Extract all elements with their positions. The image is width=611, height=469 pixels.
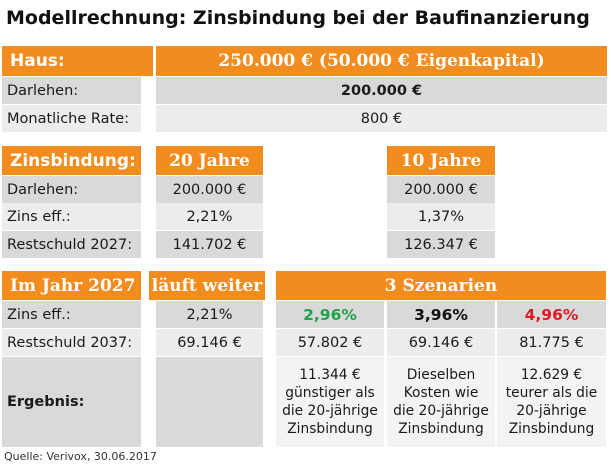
ergebnis-s2-line: Kosten wie bbox=[403, 385, 479, 401]
zb-rest-a: 141.702 € bbox=[156, 231, 263, 258]
y27-zins-s3: 4,96% bbox=[497, 301, 606, 328]
ergebnis-label: Ergebnis: bbox=[2, 357, 141, 447]
ergebnis-s3-line: 12.629 € bbox=[520, 367, 583, 383]
darlehen-value: 200.000 € bbox=[156, 77, 607, 104]
ergebnis-s2-line: die 20-jährige bbox=[393, 403, 489, 419]
col-10-jahre: 10 Jahre bbox=[387, 146, 495, 175]
y27-rest-s3: 81.775 € bbox=[497, 329, 606, 356]
ergebnis-s3-line: 20-jährige bbox=[516, 403, 587, 419]
ergebnis-s1-line: Zinsbindung bbox=[287, 421, 373, 437]
ergebnis-s1-line: die 20-jährige bbox=[282, 403, 378, 419]
y27-zins-s2: 3,96% bbox=[387, 301, 495, 328]
ergebnis-s2-line: Dieselben bbox=[406, 367, 476, 383]
zb-rest-label: Restschuld 2027: bbox=[2, 231, 141, 258]
col-3-szenarien: 3 Szenarien bbox=[276, 271, 606, 300]
ergebnis-s3: 12.629 € teurer als die 20-jährige Zinsb… bbox=[497, 357, 606, 447]
y27-zins-a: 2,21% bbox=[156, 301, 263, 328]
col-20-jahre: 20 Jahre bbox=[156, 146, 263, 175]
zb-darlehen-a: 200.000 € bbox=[156, 176, 263, 203]
zb-zins-a: 2,21% bbox=[156, 203, 263, 230]
y27-rest-label: Restschuld 2037: bbox=[2, 329, 141, 356]
jahr-2027-header: Im Jahr 2027 bbox=[2, 271, 141, 300]
ergebnis-s1: 11.344 € günstiger als die 20-jährige Zi… bbox=[276, 357, 384, 447]
y27-zins-label: Zins eff.: bbox=[2, 301, 141, 328]
ergebnis-s2-line: Zinsbindung bbox=[398, 421, 484, 437]
zb-darlehen-label: Darlehen: bbox=[2, 176, 141, 203]
ergebnis-empty-cell bbox=[156, 357, 263, 447]
zb-rest-b: 126.347 € bbox=[387, 231, 495, 258]
ergebnis-s3-line: teurer als die bbox=[505, 385, 598, 401]
rate-value: 800 € bbox=[156, 105, 607, 132]
ergebnis-s2: Dieselben Kosten wie die 20-jährige Zins… bbox=[387, 357, 495, 447]
page-title: Modellrechnung: Zinsbindung bei der Bauf… bbox=[6, 7, 590, 29]
darlehen-label: Darlehen: bbox=[2, 77, 141, 104]
y27-rest-s2: 69.146 € bbox=[387, 329, 495, 356]
ergebnis-s3-line: Zinsbindung bbox=[508, 421, 595, 437]
y27-rest-s1: 57.802 € bbox=[276, 329, 384, 356]
ergebnis-s1-line: 11.344 € bbox=[299, 367, 361, 383]
haus-value: 250.000 € (50.000 € Eigenkapital) bbox=[156, 46, 607, 76]
source-note: Quelle: Verivox, 30.06.2017 bbox=[4, 450, 157, 463]
col-laeuft-weiter: läuft weiter bbox=[149, 271, 265, 300]
rate-label: Monatliche Rate: bbox=[2, 105, 141, 132]
y27-zins-s1: 2,96% bbox=[276, 301, 384, 328]
zinsbindung-header: Zinsbindung: bbox=[2, 146, 141, 175]
y27-rest-a: 69.146 € bbox=[156, 329, 263, 356]
zb-darlehen-b: 200.000 € bbox=[387, 176, 495, 203]
haus-header: Haus: bbox=[2, 46, 153, 76]
ergebnis-s1-line: günstiger als bbox=[285, 385, 375, 401]
zb-zins-b: 1,37% bbox=[387, 203, 495, 230]
zb-zins-label: Zins eff.: bbox=[2, 203, 141, 230]
